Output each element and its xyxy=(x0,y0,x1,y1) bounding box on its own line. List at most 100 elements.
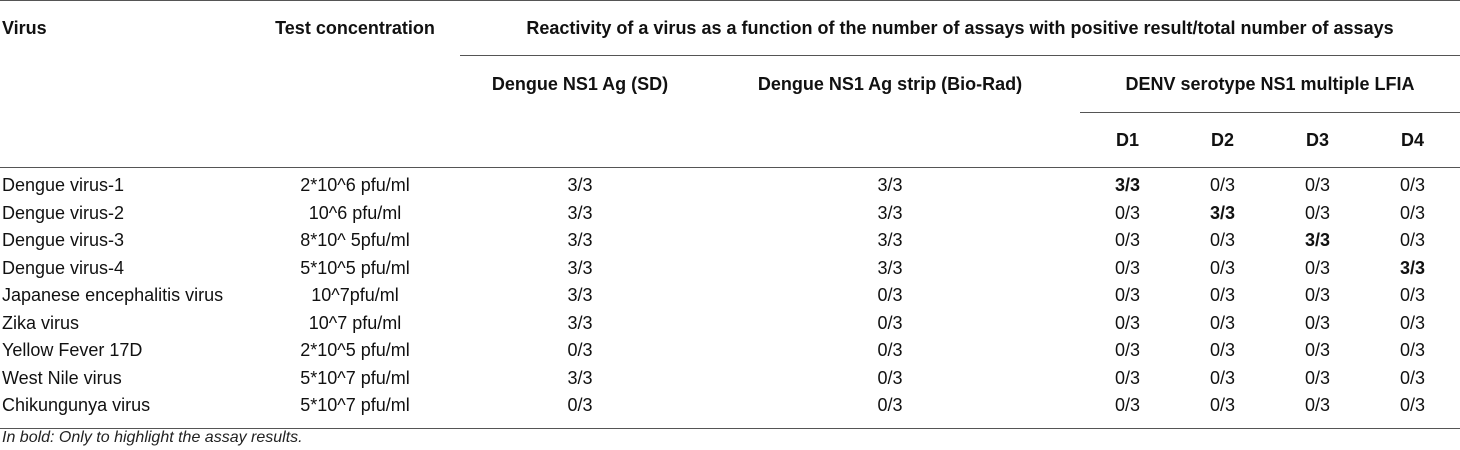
cell-d4: 0/3 xyxy=(1399,202,1426,223)
cell-d4: 0/3 xyxy=(1399,367,1426,388)
header-test-concentration: Test concentration xyxy=(275,17,435,38)
cell-test-concentration: 2*10^5 pfu/ml xyxy=(300,340,410,361)
cell-virus: Dengue virus-1 xyxy=(2,175,125,196)
table-row: Japanese encephalitis virus 10^7pfu/ml 3/3… xyxy=(0,282,1460,310)
cell-biorad: 3/3 xyxy=(877,175,903,196)
table-footnote: In bold: Only to highlight the assay res… xyxy=(2,429,303,446)
table-row: Dengue virus-3 8*10^ 5pfu/ml 3/3 3/3 0/3 0/3 3… xyxy=(0,227,1460,255)
cell-d3: 0/3 xyxy=(1304,202,1331,223)
table-row: Chikungunya virus 5*10^7 pfu/ml 0/3 0/3 0/3 0… xyxy=(0,392,1460,428)
cell-sd: 3/3 xyxy=(567,230,593,251)
cell-biorad: 0/3 xyxy=(877,312,903,333)
cell-test-concentration: 2*10^6 pfu/ml xyxy=(300,175,410,196)
cell-d4: 3/3 xyxy=(1399,257,1426,278)
cell-d2: 0/3 xyxy=(1209,395,1236,416)
cell-d1: 0/3 xyxy=(1114,340,1141,361)
header-row-2: Dengue NS1 Ag (SD) Dengue NS1 Ag strip (… xyxy=(0,55,1460,113)
cell-test-concentration: 5*10^7 pfu/ml xyxy=(300,395,410,416)
cell-d2: 3/3 xyxy=(1209,202,1236,223)
cell-biorad: 3/3 xyxy=(877,202,903,223)
cell-virus: Japanese encephalitis virus xyxy=(2,285,224,306)
cell-d2: 0/3 xyxy=(1209,340,1236,361)
header-row-3: D1 D2 D3 D4 xyxy=(0,113,1460,168)
bottom-rule xyxy=(0,427,1460,429)
cell-d3: 3/3 xyxy=(1304,230,1331,251)
header-d4: D4 xyxy=(1400,129,1424,150)
cell-d3: 0/3 xyxy=(1304,312,1331,333)
cell-biorad: 0/3 xyxy=(877,285,903,306)
header-row-1: Virus Test concentration Reactivity of a… xyxy=(0,1,1460,56)
cell-d1: 0/3 xyxy=(1114,367,1141,388)
cell-biorad: 3/3 xyxy=(877,230,903,251)
cell-d2: 0/3 xyxy=(1209,230,1236,251)
table-row: Yellow Fever 17D 2*10^5 pfu/ml 0/3 0/3 0/3 0/… xyxy=(0,337,1460,365)
header-lfia: DENV serotype NS1 multiple LFIA xyxy=(1080,55,1460,113)
table-row: Dengue virus-4 5*10^5 pfu/ml 3/3 3/3 0/3 0/3 0… xyxy=(0,255,1460,283)
cell-virus: Dengue virus-4 xyxy=(2,257,125,278)
cell-d4: 0/3 xyxy=(1399,312,1426,333)
cell-d3: 0/3 xyxy=(1304,257,1331,278)
cell-d1: 0/3 xyxy=(1114,312,1141,333)
cell-d2: 0/3 xyxy=(1209,257,1236,278)
header-separator xyxy=(0,167,1460,168)
cell-d2: 0/3 xyxy=(1209,175,1236,196)
cell-d1: 3/3 xyxy=(1114,175,1141,196)
cell-biorad: 0/3 xyxy=(877,340,903,361)
table-row: Dengue virus-2 10^6 pfu/ml 3/3 3/3 0/3 3/3 0/3… xyxy=(0,200,1460,228)
cell-sd: 3/3 xyxy=(567,257,593,278)
cell-d2: 0/3 xyxy=(1209,312,1236,333)
header-d3: D3 xyxy=(1305,129,1329,150)
cell-sd: 3/3 xyxy=(567,367,593,388)
cell-sd: 0/3 xyxy=(567,340,593,361)
cell-sd: 3/3 xyxy=(567,285,593,306)
cell-d1: 0/3 xyxy=(1114,202,1141,223)
cell-virus: Yellow Fever 17D xyxy=(2,340,143,361)
cell-test-concentration: 8*10^ 5pfu/ml xyxy=(300,230,410,251)
cell-virus: Dengue virus-3 xyxy=(2,230,125,251)
top-rule xyxy=(0,0,1460,1)
results-table-container: Virus Test concentration Reactivity of a… xyxy=(0,0,1460,429)
cell-d3: 0/3 xyxy=(1304,367,1331,388)
cell-biorad: 0/3 xyxy=(877,395,903,416)
header-virus: Virus xyxy=(2,17,47,38)
cell-d4: 0/3 xyxy=(1399,340,1426,361)
table-row: Dengue virus-1 2*10^6 pfu/ml 3/3 3/3 3/3 0/3 0… xyxy=(0,168,1460,200)
cell-test-concentration: 10^7 pfu/ml xyxy=(308,312,402,333)
header-reactivity: Reactivity of a virus as a function of t… xyxy=(460,1,1460,56)
header-d2: D2 xyxy=(1210,129,1234,150)
cell-test-concentration: 10^7pfu/ml xyxy=(311,285,399,306)
cell-d4: 0/3 xyxy=(1399,285,1426,306)
cell-d4: 0/3 xyxy=(1399,230,1426,251)
cell-test-concentration: 10^6 pfu/ml xyxy=(308,202,402,223)
cell-d1: 0/3 xyxy=(1114,257,1141,278)
cell-d3: 0/3 xyxy=(1304,340,1331,361)
cell-biorad: 0/3 xyxy=(877,367,903,388)
cell-test-concentration: 5*10^7 pfu/ml xyxy=(300,367,410,388)
results-table: Virus Test concentration Reactivity of a… xyxy=(0,0,1460,429)
cell-sd: 3/3 xyxy=(567,202,593,223)
header-d1: D1 xyxy=(1115,129,1139,150)
cell-virus: West Nile virus xyxy=(2,367,122,388)
cell-d4: 0/3 xyxy=(1399,395,1426,416)
cell-d3: 0/3 xyxy=(1304,395,1331,416)
cell-d4: 0/3 xyxy=(1399,175,1426,196)
header-biorad: Dengue NS1 Ag strip (Bio-Rad) xyxy=(757,73,1023,94)
cell-d1: 0/3 xyxy=(1114,285,1141,306)
cell-virus: Chikungunya virus xyxy=(2,395,151,416)
cell-d1: 0/3 xyxy=(1114,395,1141,416)
cell-virus: Dengue virus-2 xyxy=(2,202,125,223)
table-row: West Nile virus 5*10^7 pfu/ml 3/3 0/3 0/3 0/3… xyxy=(0,365,1460,393)
cell-test-concentration: 5*10^5 pfu/ml xyxy=(300,257,410,278)
cell-d3: 0/3 xyxy=(1304,175,1331,196)
cell-biorad: 3/3 xyxy=(877,257,903,278)
cell-d2: 0/3 xyxy=(1209,367,1236,388)
cell-sd: 3/3 xyxy=(567,312,593,333)
cell-d2: 0/3 xyxy=(1209,285,1236,306)
cell-d3: 0/3 xyxy=(1304,285,1331,306)
cell-d1: 0/3 xyxy=(1114,230,1141,251)
cell-sd: 0/3 xyxy=(567,395,593,416)
table-row: Zika virus 10^7 pfu/ml 3/3 0/3 0/3 0/3 0/3 0/3 xyxy=(0,310,1460,338)
cell-virus: Zika virus xyxy=(2,312,80,333)
header-sd: Dengue NS1 Ag (SD) xyxy=(491,73,669,94)
cell-sd: 3/3 xyxy=(567,175,593,196)
